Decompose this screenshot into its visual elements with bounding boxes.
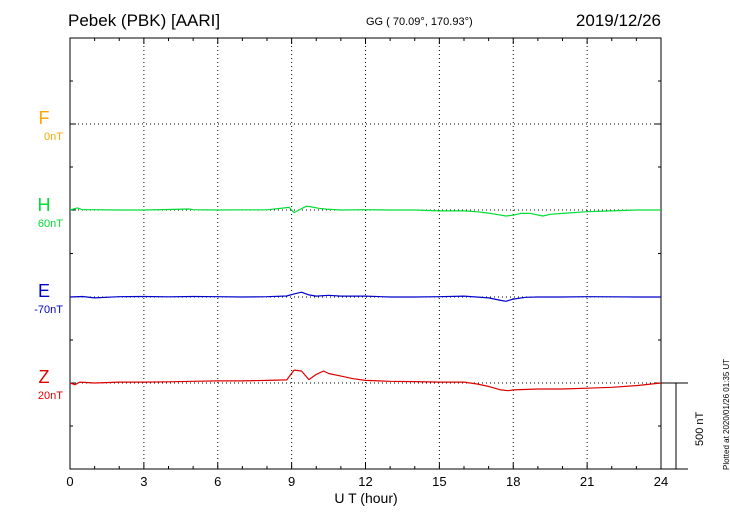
x-tick-label: 6 [214, 474, 221, 489]
series-labels: F 0nT H 60nT E -70nT Z 20nT [34, 108, 63, 402]
plot-date: 2019/12/26 [575, 11, 661, 30]
series-line-h [69, 205, 661, 217]
series-name-h: H [38, 195, 51, 215]
x-tick-label: 12 [358, 474, 372, 489]
series-offset-f: 0nT [44, 131, 63, 143]
series-lines [69, 205, 662, 392]
x-axis-label: U T (hour) [334, 490, 397, 506]
x-tick-label: 21 [580, 474, 594, 489]
station-title: Pebek (PBK) [AARI] [68, 11, 221, 30]
scale-bar [661, 382, 688, 470]
series-offset-h: 60nT [38, 218, 63, 230]
x-tick-label: 15 [432, 474, 446, 489]
x-tick-label: 9 [288, 474, 295, 489]
series-name-f: F [39, 108, 50, 128]
series-offset-e: -70nT [34, 304, 63, 316]
series-offset-z: 20nT [38, 390, 63, 402]
x-tick-label: 0 [66, 474, 73, 489]
plot-area [69, 37, 662, 470]
series-name-e: E [38, 281, 50, 301]
series-line-z [69, 369, 662, 392]
scale-bar-label: 500 nT [694, 411, 706, 446]
plotted-timestamp: Plotted at 2020/01/26 01:35 UT [722, 358, 730, 470]
x-tick-label: 24 [654, 474, 668, 489]
series-name-z: Z [39, 367, 50, 387]
x-tick-label: 3 [140, 474, 147, 489]
geo-coordinates: GG ( 70.09°, 170.93°) [366, 16, 473, 28]
series-line-e [69, 291, 661, 302]
x-tick-label: 18 [506, 474, 520, 489]
